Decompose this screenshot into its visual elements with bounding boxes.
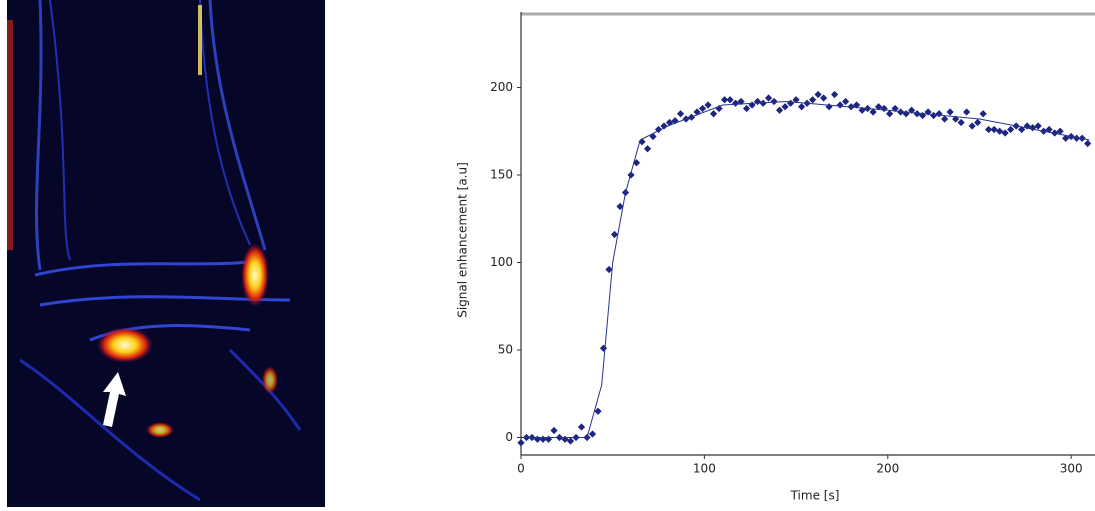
data-point — [748, 101, 756, 109]
data-point — [632, 159, 641, 167]
data-point — [1062, 134, 1070, 142]
data-point — [941, 115, 949, 123]
y-tick-label: 200 — [490, 80, 513, 94]
data-point — [858, 106, 866, 114]
data-point — [836, 101, 844, 109]
data-point — [908, 106, 916, 114]
data-point — [550, 426, 558, 435]
data-point — [1023, 122, 1031, 130]
data-point — [1007, 125, 1015, 134]
y-tick-label: 0 — [505, 430, 513, 444]
data-point — [660, 122, 668, 130]
data-point — [643, 145, 652, 153]
data-point — [946, 108, 954, 116]
y-tick-label: 50 — [498, 343, 513, 357]
data-point — [594, 407, 602, 415]
data-point — [693, 108, 701, 116]
data-point — [875, 103, 883, 111]
data-point — [566, 437, 575, 445]
data-point — [891, 104, 899, 113]
x-tick-label: 300 — [1060, 462, 1083, 476]
data-point — [599, 344, 608, 352]
data-point — [913, 110, 921, 118]
data-point — [880, 104, 888, 113]
data-point — [819, 94, 828, 102]
data-point — [605, 265, 613, 274]
data-point — [561, 435, 569, 443]
y-tick-label: 100 — [490, 255, 513, 269]
data-point — [627, 171, 635, 179]
data-point — [996, 127, 1004, 135]
x-axis-label: Time [s] — [790, 489, 840, 503]
data-point — [968, 122, 976, 130]
data-point — [709, 110, 718, 118]
data-point — [825, 103, 833, 111]
data-point — [698, 104, 707, 113]
data-point — [616, 202, 624, 211]
data-point — [770, 97, 778, 106]
data-point — [704, 101, 712, 109]
data-point — [781, 103, 789, 111]
mri-image — [7, 0, 325, 507]
data-point — [1034, 122, 1042, 130]
data-point — [974, 118, 982, 127]
x-tick-label: 100 — [693, 462, 716, 476]
data-point — [544, 435, 553, 443]
x-tick-label: 200 — [876, 462, 899, 476]
data-point — [985, 125, 993, 134]
data-point — [786, 99, 795, 107]
data-point — [665, 118, 674, 127]
x-tick-label: 0 — [517, 462, 525, 476]
data-point — [726, 96, 734, 104]
data-point — [1056, 127, 1064, 135]
data-point — [1001, 129, 1009, 137]
data-point — [753, 97, 762, 106]
data-point — [1045, 125, 1053, 134]
data-point — [963, 108, 971, 116]
data-point — [671, 117, 679, 125]
data-point — [869, 108, 877, 116]
data-point — [517, 439, 525, 447]
data-point — [797, 103, 806, 111]
data-point — [841, 97, 850, 106]
data-point — [957, 118, 965, 127]
fit-line — [521, 100, 1090, 438]
data-point — [775, 106, 784, 114]
data-point — [990, 125, 998, 134]
data-point — [902, 110, 910, 118]
data-point — [715, 104, 723, 113]
data-point — [1073, 134, 1081, 142]
data-point — [737, 97, 745, 106]
data-point — [588, 430, 597, 438]
data-point — [638, 138, 646, 146]
data-point — [577, 423, 586, 431]
data-point — [1084, 139, 1092, 148]
y-axis-label: Signal enhancement [a.u] — [456, 162, 470, 318]
data-point — [979, 110, 987, 118]
data-point — [764, 94, 773, 102]
data-point — [720, 96, 729, 104]
data-point — [919, 111, 927, 120]
data-point — [952, 115, 960, 123]
data-point — [935, 110, 943, 118]
data-point — [897, 108, 905, 116]
data-point — [930, 111, 938, 120]
y-tick-label: 150 — [490, 168, 513, 182]
data-point — [1029, 124, 1037, 132]
data-point — [808, 96, 817, 104]
data-point — [886, 110, 894, 118]
data-point — [792, 96, 800, 104]
data-point — [676, 110, 685, 118]
data-point — [924, 108, 932, 116]
data-point — [814, 90, 822, 99]
data-point — [731, 99, 740, 107]
data-point — [830, 90, 839, 99]
data-point — [742, 104, 751, 113]
data-point — [852, 101, 861, 109]
data-point — [610, 230, 619, 239]
